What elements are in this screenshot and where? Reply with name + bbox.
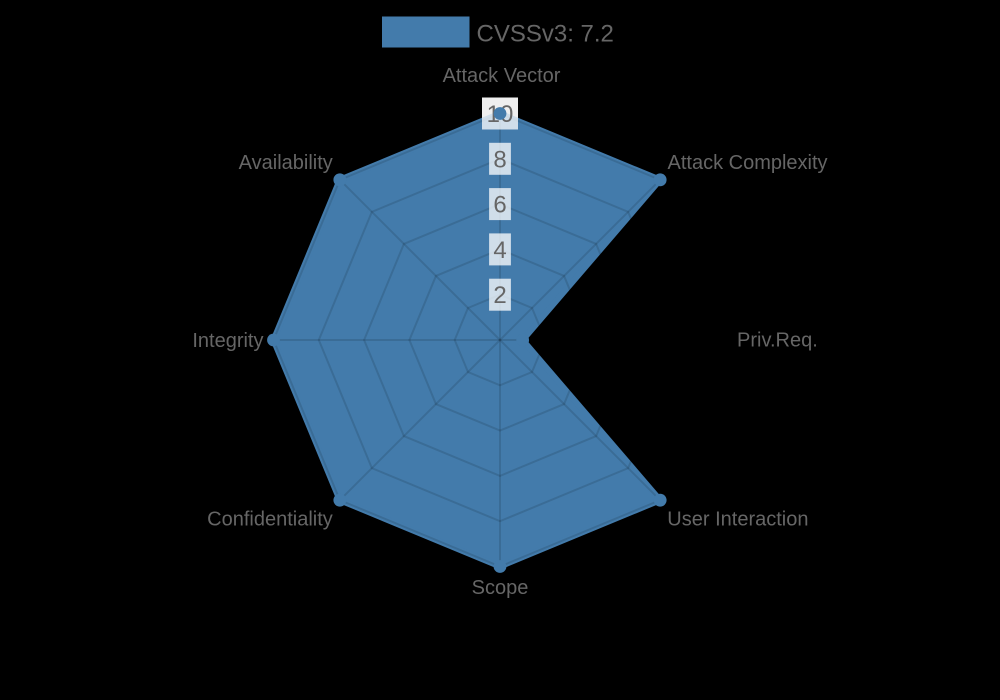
svg-text:Attack Vector: Attack Vector [443,65,561,87]
svg-text:CVSSv3: 7.2: CVSSv3: 7.2 [477,20,614,47]
svg-text:Confidentiality: Confidentiality [207,508,333,530]
svg-text:Availability: Availability [239,152,333,174]
svg-text:Scope: Scope [472,577,529,599]
svg-text:User Interaction: User Interaction [667,508,808,530]
svg-text:Attack Complexity: Attack Complexity [668,152,828,174]
svg-text:Priv.Req.: Priv.Req. [737,329,818,351]
svg-text:Integrity: Integrity [192,330,263,352]
